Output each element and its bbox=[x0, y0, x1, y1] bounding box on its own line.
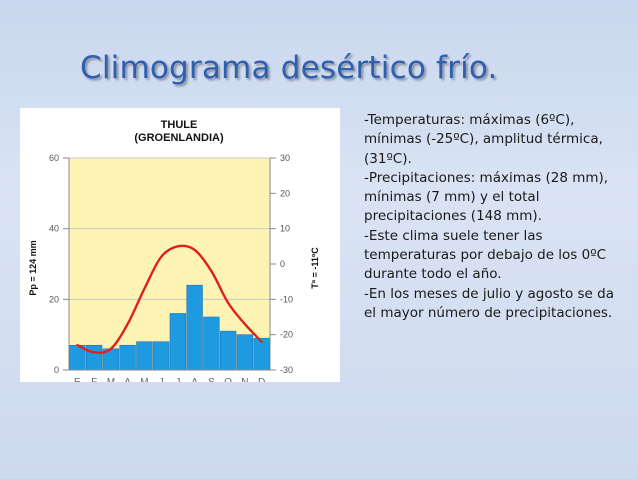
month-label: J bbox=[159, 377, 164, 382]
precip-bar bbox=[253, 337, 270, 371]
temperature-point bbox=[109, 347, 112, 350]
month-label: E bbox=[74, 377, 81, 382]
month-label: A bbox=[124, 377, 131, 382]
precip-bar bbox=[119, 344, 136, 371]
temperature-point bbox=[243, 323, 246, 325]
climograph-chart: THULE (GROENLANDIA) Pp = 124 mm Tª = -11… bbox=[20, 108, 340, 382]
note-summer-precipitation: -En los meses de julio y agosto se da el… bbox=[364, 285, 614, 321]
y-right-tick-label: 30 bbox=[280, 153, 290, 163]
y-right-tick-label: -10 bbox=[280, 294, 293, 304]
y-right-tick-label: -30 bbox=[280, 365, 293, 375]
precip-bar bbox=[136, 341, 153, 371]
precip-bar bbox=[85, 344, 103, 371]
temperature-point bbox=[76, 344, 79, 347]
y-right-axis-label: Tª = -11ºC bbox=[310, 247, 320, 289]
precip-bar bbox=[169, 313, 187, 371]
y-left-axis-label: Pp = 124 mm bbox=[28, 240, 38, 295]
month-label: M bbox=[107, 377, 115, 382]
y-left-tick-label: 60 bbox=[49, 153, 59, 163]
precip-bar bbox=[186, 284, 203, 371]
precip-bar bbox=[236, 334, 254, 371]
month-label: A bbox=[191, 377, 198, 382]
month-label: M bbox=[140, 377, 148, 382]
plot-background bbox=[69, 158, 270, 370]
month-label: O bbox=[224, 377, 232, 382]
climate-notes: -Temperaturas: máximas (6ºC), mínimas (-… bbox=[364, 111, 628, 323]
note-below-zero: -Este clima suele tener las temperaturas… bbox=[364, 227, 607, 283]
temperature-point bbox=[227, 301, 230, 304]
note-temperatures: -Temperaturas: máximas (6ºC), mínimas (-… bbox=[364, 112, 603, 167]
climograph-svg: THULE (GROENLANDIA) Pp = 124 mm Tª = -11… bbox=[28, 119, 320, 382]
precip-bar bbox=[152, 341, 170, 371]
y-right-tick-label: 10 bbox=[280, 224, 290, 234]
temperature-point bbox=[143, 287, 146, 290]
temperature-point bbox=[260, 340, 263, 343]
temperature-point bbox=[93, 351, 96, 354]
y-left-tick-label: 40 bbox=[49, 224, 59, 234]
temperature-point bbox=[126, 323, 129, 325]
month-label: J bbox=[175, 377, 180, 382]
month-label: D bbox=[258, 377, 265, 382]
month-label: F bbox=[91, 377, 97, 382]
temperature-line bbox=[76, 244, 263, 354]
temperature-point bbox=[210, 270, 213, 272]
chart-title: THULE bbox=[161, 119, 198, 131]
precip-bar bbox=[203, 316, 220, 371]
precip-bar bbox=[219, 330, 237, 371]
y-right-tick-label: 20 bbox=[280, 188, 290, 198]
temperature-point bbox=[176, 245, 179, 248]
chart-subtitle: (GROENLANDIA) bbox=[134, 132, 224, 144]
y-left-tick-label: 0 bbox=[54, 365, 59, 375]
slide-title: Climograma desértico frío. bbox=[80, 50, 498, 86]
y-left-tick-label: 20 bbox=[49, 294, 59, 304]
y-right-tick-label: -20 bbox=[280, 330, 293, 340]
temperature-point bbox=[160, 256, 163, 258]
month-label: N bbox=[241, 377, 248, 382]
note-precipitation: -Precipitaciones: máximas (28 mm), mínim… bbox=[364, 169, 609, 225]
temperature-point bbox=[193, 248, 196, 251]
month-label: S bbox=[208, 377, 215, 382]
y-right-tick-label: 0 bbox=[280, 259, 285, 269]
